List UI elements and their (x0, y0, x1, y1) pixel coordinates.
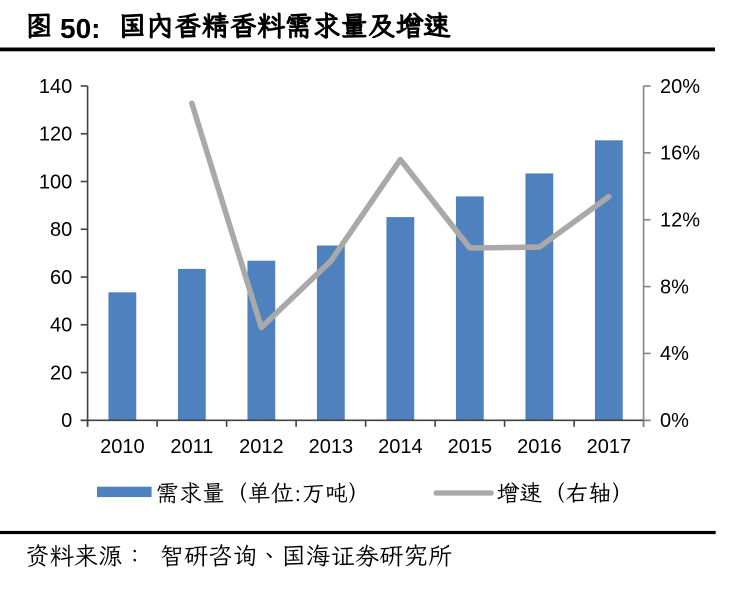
svg-text:60: 60 (50, 267, 72, 289)
svg-text:16%: 16% (660, 143, 700, 165)
svg-text:2014: 2014 (378, 436, 423, 458)
svg-text:20: 20 (50, 362, 72, 384)
svg-text:2013: 2013 (309, 436, 354, 458)
svg-text:2015: 2015 (448, 436, 493, 458)
svg-text:2012: 2012 (239, 436, 284, 458)
svg-text:2011: 2011 (170, 436, 213, 458)
svg-text:120: 120 (39, 124, 72, 146)
svg-text:100: 100 (39, 171, 72, 193)
svg-text:12%: 12% (660, 210, 700, 232)
svg-text:2016: 2016 (517, 436, 562, 458)
svg-text:20%: 20% (660, 76, 700, 98)
svg-text:0%: 0% (660, 410, 689, 432)
svg-text:2017: 2017 (587, 436, 632, 458)
svg-text:140: 140 (39, 76, 72, 98)
svg-text:80: 80 (50, 219, 72, 241)
svg-text:40: 40 (50, 315, 72, 337)
svg-text:4%: 4% (660, 343, 689, 365)
svg-text:50:: 50: (60, 13, 100, 44)
svg-text:8%: 8% (660, 276, 689, 298)
svg-text:2010: 2010 (100, 436, 145, 458)
svg-text:0: 0 (61, 410, 72, 432)
